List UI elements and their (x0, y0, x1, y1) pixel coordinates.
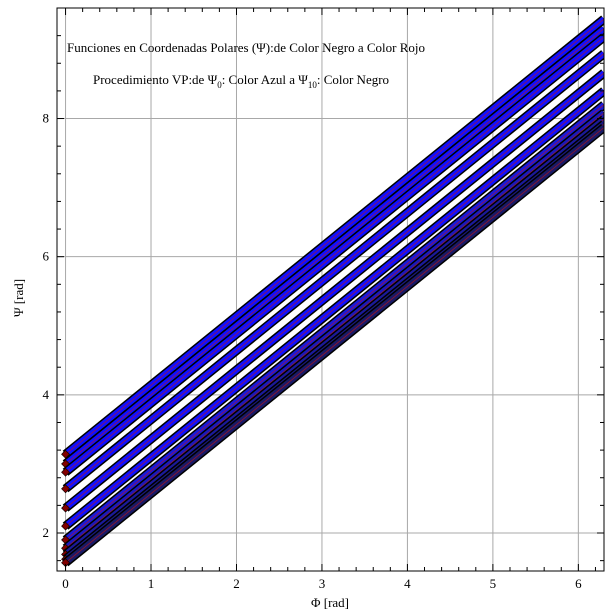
series-3 (61, 50, 604, 494)
annotation-line-2-prefix: Procedimiento VP:de Ψ (93, 72, 218, 87)
series-5 (61, 87, 604, 531)
series-center (65, 127, 604, 564)
series-center (65, 90, 604, 527)
y-tick-label: 4 (43, 387, 50, 402)
annotation-line-2-sub10: 10 (308, 80, 318, 90)
x-tick-label: 4 (404, 576, 411, 591)
plot-frame (56, 7, 605, 572)
series-4 (61, 69, 604, 513)
series-7 (61, 109, 604, 553)
x-tick-label: 6 (575, 576, 582, 591)
annotation-line-1: Funciones en Coordenadas Polares (Ψ):de … (67, 40, 425, 55)
annotation-line-2-suffix: : Color Negro (317, 72, 389, 87)
annotation-line-2-sub0: 0 (217, 80, 222, 90)
y-axis-title: Ψ [rad] (11, 279, 26, 317)
series-2 (61, 33, 604, 477)
series-center (65, 112, 604, 549)
ticks (57, 7, 604, 571)
series-center (65, 28, 604, 465)
x-tick-label: 3 (319, 576, 326, 591)
x-tick-label: 0 (62, 576, 69, 591)
series-center (65, 53, 604, 490)
series-start-marker (61, 503, 70, 513)
series-start-marker (61, 521, 70, 531)
series-start-marker (61, 467, 70, 477)
series-center (65, 36, 604, 473)
series-10 (61, 124, 604, 568)
y-tick-label: 6 (43, 249, 50, 264)
x-tick-label: 2 (233, 576, 240, 591)
annotation-line-2: Procedimiento VP:de Ψ0: Color Azul a Ψ10… (93, 72, 389, 90)
series-0 (61, 15, 604, 459)
series-center (65, 104, 604, 541)
x-tick-label: 1 (148, 576, 155, 591)
annotation-line-2-mid: : Color Azul a Ψ (222, 72, 309, 87)
series-6 (61, 101, 604, 545)
y-tick-label: 8 (43, 111, 50, 126)
series-center (65, 18, 604, 455)
series-center (65, 72, 604, 509)
series-start-marker (61, 484, 70, 494)
tick-labels: 0 1 2 3 4 5 6 2 4 6 8 (43, 111, 583, 591)
x-axis-title: Φ [rad] (311, 595, 349, 610)
y-tick-label: 2 (43, 525, 50, 540)
x-tick-label: 5 (490, 576, 497, 591)
series-group (61, 15, 604, 568)
